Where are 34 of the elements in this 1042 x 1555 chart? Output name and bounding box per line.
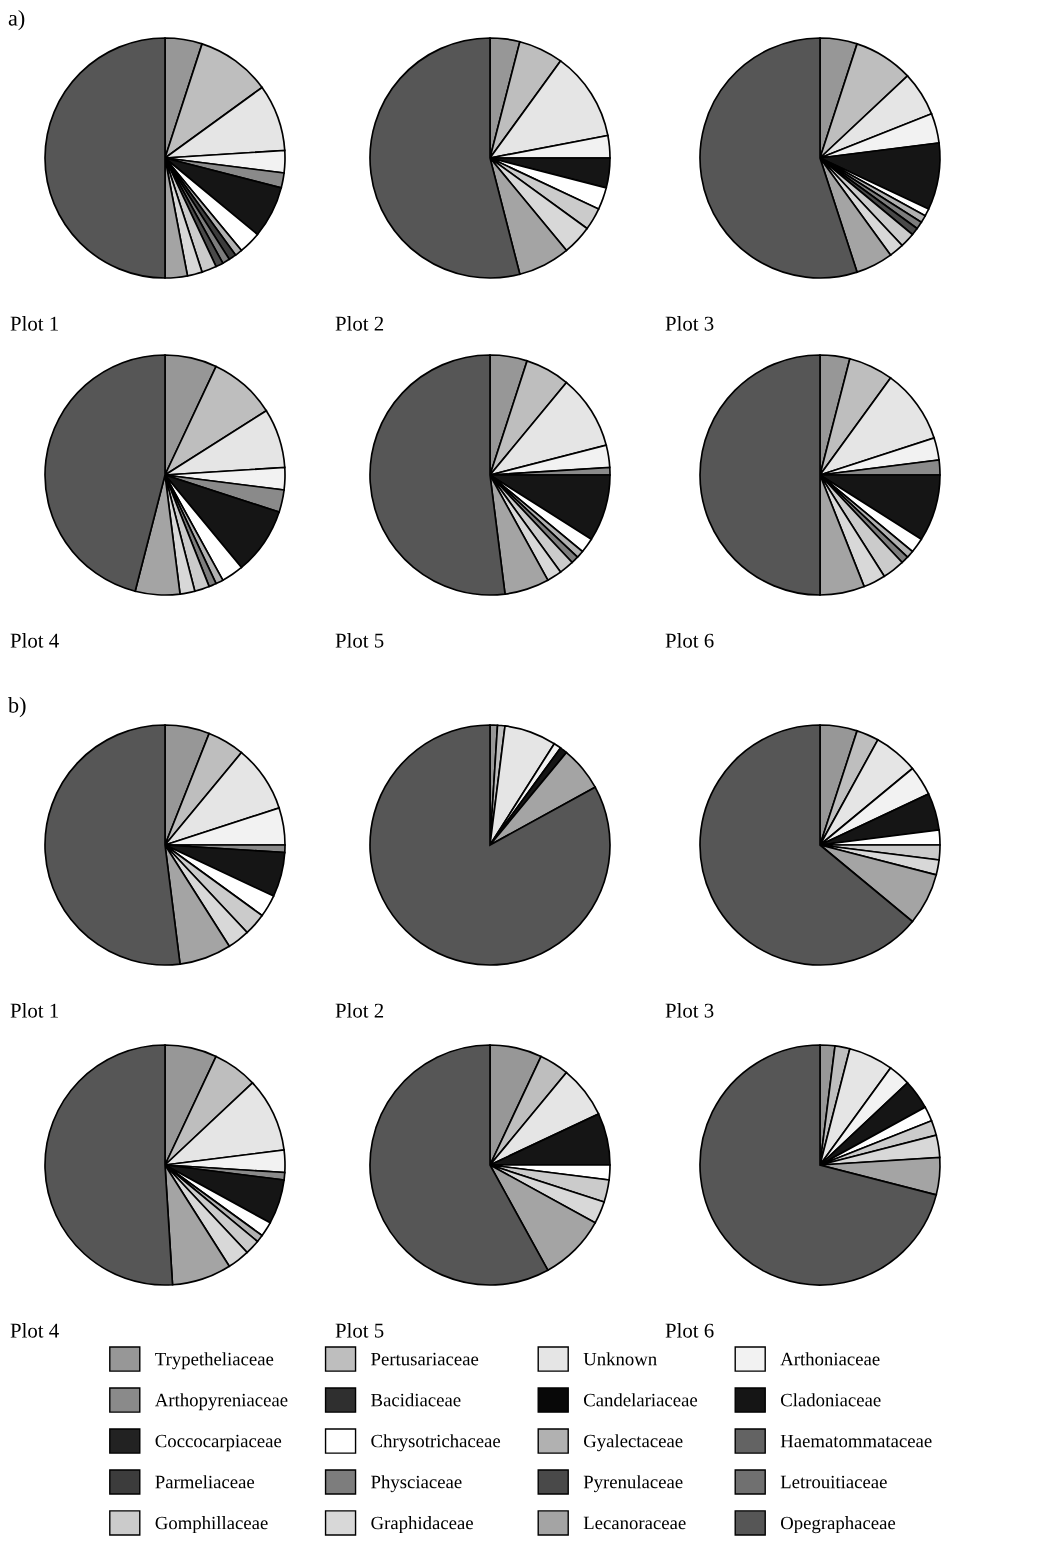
- text: a): [8, 10, 25, 31]
- legend-label: Bacidiaceae: [371, 1393, 461, 1407]
- text: Plot 1: [10, 1003, 58, 1018]
- legend-label: Arthoniaceae: [780, 1352, 880, 1366]
- legend-label: Cladoniaceae: [780, 1393, 881, 1407]
- text: b): [8, 697, 26, 718]
- legend-label: Lecanoraceae: [583, 1516, 686, 1530]
- legend-label: Gyalectaceae: [583, 1434, 683, 1452]
- text: Plot 5: [335, 1323, 384, 1338]
- legend-label: Candelariaceae: [583, 1393, 698, 1407]
- legend-label: Chrysotrichaceae: [371, 1434, 501, 1452]
- legend-label: Unknown: [583, 1352, 657, 1366]
- legend-label: Opegraphaceae: [780, 1516, 896, 1534]
- legend-label: Letrouitiaceae: [780, 1475, 887, 1489]
- text: Plot 3: [665, 1003, 714, 1018]
- text: Plot 4: [10, 633, 59, 648]
- legend-label: Physciaceae: [371, 1475, 462, 1493]
- legend-label: Pertusariaceae: [371, 1352, 479, 1366]
- legend-label: Graphidaceae: [371, 1516, 473, 1534]
- legend-label: Haematommataceae: [780, 1434, 932, 1448]
- legend-label: Parmeliaceae: [155, 1475, 255, 1489]
- legend-label: Pyrenulaceae: [583, 1475, 683, 1493]
- text: Plot 6: [665, 1323, 714, 1338]
- legend-label: Trypetheliaceae: [155, 1352, 274, 1370]
- text: Plot 2: [335, 316, 384, 331]
- text: Plot 1: [10, 316, 58, 331]
- text: Plot 3: [665, 316, 714, 331]
- legend-label: Gomphillaceae: [155, 1516, 268, 1534]
- legend-label: Arthopyreniaceae: [154, 1393, 288, 1411]
- legend-label: Coccocarpiaceae: [155, 1434, 282, 1452]
- text: Plot 5: [335, 633, 384, 648]
- text: Plot 4: [10, 1323, 59, 1338]
- text: Plot 6: [665, 633, 714, 648]
- text: Plot 2: [335, 1003, 384, 1018]
